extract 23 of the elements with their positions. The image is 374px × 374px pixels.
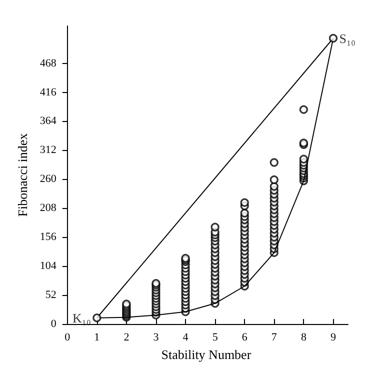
annotation: S₁₀ <box>339 30 356 46</box>
x-tick-label: 1 <box>94 332 100 344</box>
x-tick-label: 9 <box>330 332 336 344</box>
x-tick-label: 2 <box>124 332 130 344</box>
y-tick-label: 364 <box>40 115 57 128</box>
x-tick-label: 3 <box>153 332 160 344</box>
x-tick-label: 7 <box>271 332 278 344</box>
y-axis-title: Fibonacci index <box>15 132 30 217</box>
y-tick-label: 0 <box>50 318 57 330</box>
y-tick-label: 208 <box>40 202 57 214</box>
y-tick-label: 104 <box>40 260 57 272</box>
x-tick-label: 8 <box>300 332 307 344</box>
y-tick-label: 52 <box>45 289 56 302</box>
x-tick-label: 5 <box>212 332 218 344</box>
x-axis-title: Stability Number <box>161 346 252 362</box>
x-tick-label: 4 <box>182 332 189 344</box>
x-tick-label: 0 <box>64 332 71 344</box>
y-tick-label: 468 <box>40 57 57 70</box>
x-tick-label: 6 <box>242 332 248 344</box>
y-tick-label: 156 <box>40 231 57 244</box>
y-tick-label: 416 <box>40 86 57 98</box>
y-tick-label: 260 <box>40 173 57 186</box>
y-tick-label: 312 <box>40 144 56 156</box>
